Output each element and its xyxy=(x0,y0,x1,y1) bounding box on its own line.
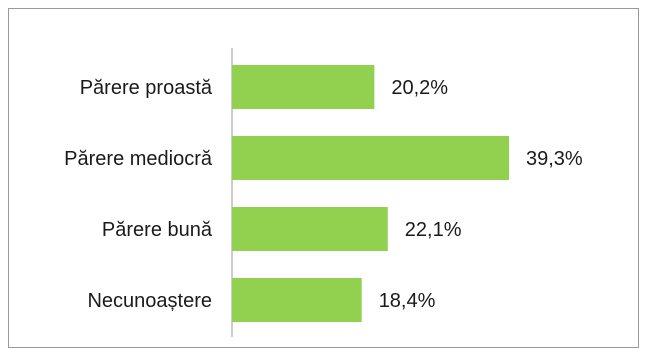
category-label: Părere proastă xyxy=(80,77,213,99)
bar xyxy=(232,136,509,180)
category-label: Părere mediocră xyxy=(64,148,213,170)
category-label: Părere bună xyxy=(102,219,213,241)
value-label: 39,3% xyxy=(526,148,583,170)
value-label: 18,4% xyxy=(379,290,436,312)
bar-chart: Părere proastă Părere mediocră Părere bună… xyxy=(64,48,583,337)
value-labels-group: 20,2% 39,3% 22,1% 18,4% xyxy=(379,77,583,312)
bar xyxy=(232,278,362,322)
category-labels-group: Părere proastă Părere mediocră Părere bună… xyxy=(64,77,213,312)
bar xyxy=(232,65,375,109)
category-label: Necunoaștere xyxy=(87,290,212,312)
value-label: 20,2% xyxy=(391,77,448,99)
bars-group xyxy=(232,65,509,322)
value-label: 22,1% xyxy=(405,219,462,241)
bar xyxy=(232,207,388,251)
